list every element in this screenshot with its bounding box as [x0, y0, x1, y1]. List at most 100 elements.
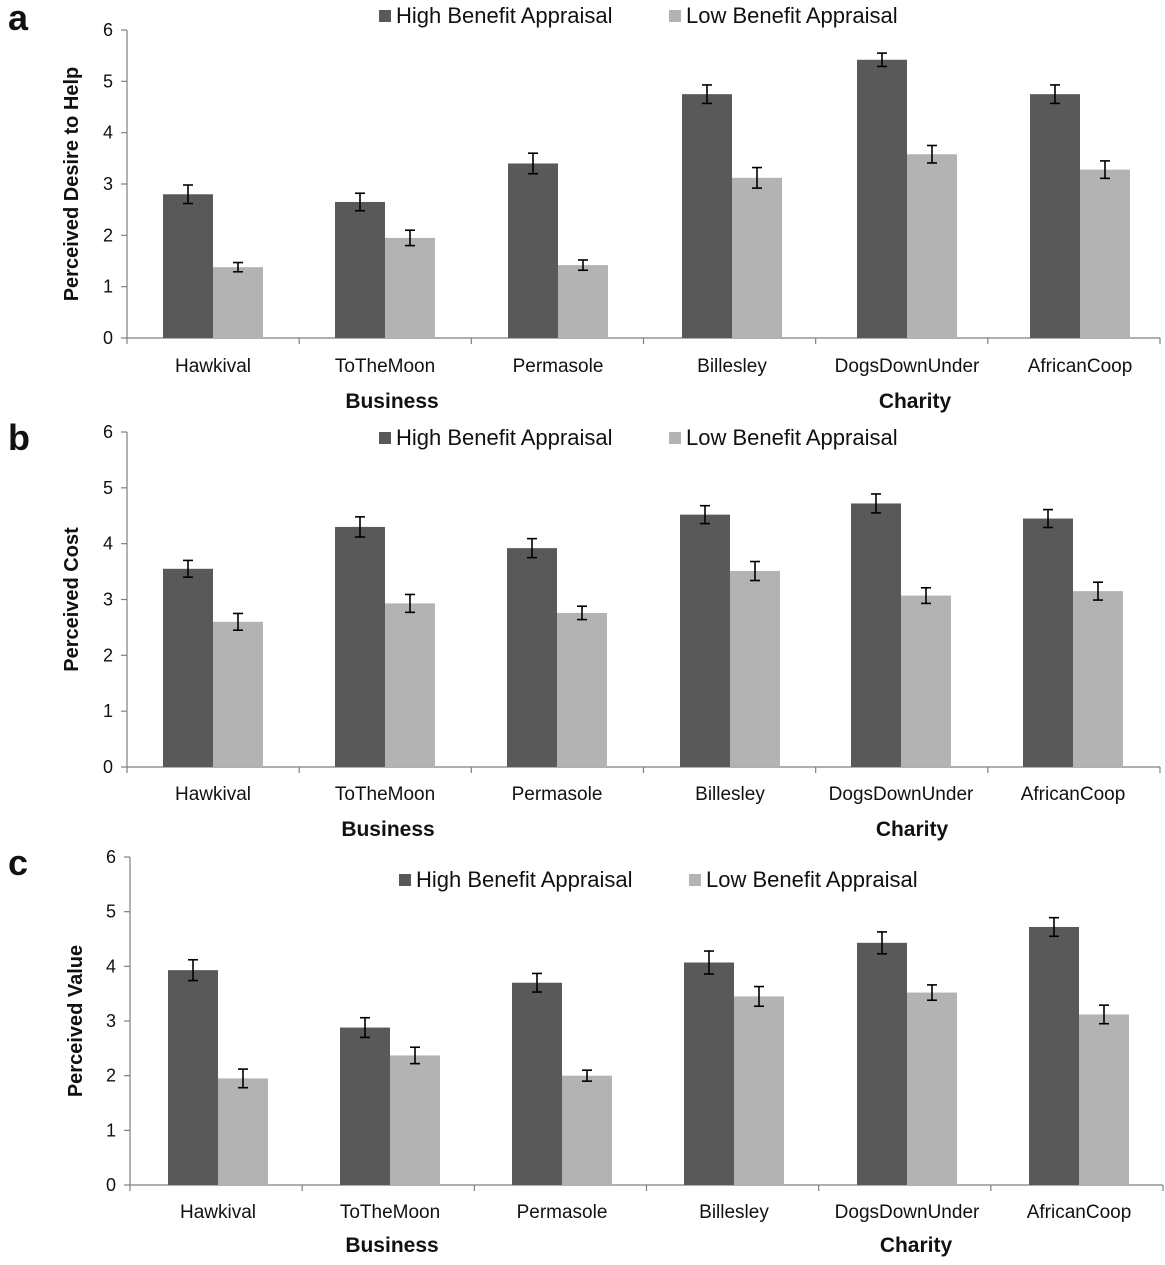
y-tick-label: 0	[103, 757, 113, 777]
bar-high-AfricanCoop	[1029, 926, 1079, 1185]
chart-panel-b: b 0 1 2 3 4 5 6 Perceived Cost Hawkival ToTheMoon P…	[8, 417, 1161, 841]
category-label: Permasole	[513, 356, 604, 377]
y-axis-label: Perceived Cost	[61, 527, 83, 672]
legend-swatch-high	[399, 874, 411, 886]
bar-low-ToTheMoon	[385, 603, 435, 767]
legend: High Benefit Appraisal Low Benefit Apprai…	[399, 867, 918, 892]
bar-low-AfricanCoop	[1079, 1014, 1129, 1185]
category-label: Billesley	[697, 356, 767, 377]
y-tick-label: 2	[106, 1066, 116, 1086]
bar-low-DogsDownUnder	[901, 595, 951, 767]
legend: High Benefit Appraisal Low Benefit Apprai…	[379, 425, 898, 450]
group-label-charity: Charity	[879, 390, 952, 413]
y-tick-label: 5	[103, 478, 113, 498]
bar-high-ToTheMoon	[335, 201, 385, 338]
bar-low-Permasole	[558, 265, 608, 338]
legend-label-low: Low Benefit Appraisal	[686, 3, 898, 28]
y-tick-label: 2	[103, 645, 113, 665]
legend-swatch-low	[689, 874, 701, 886]
legend: High Benefit Appraisal Low Benefit Apprai…	[379, 3, 898, 28]
bar-high-Billesley	[680, 514, 730, 767]
bar-high-AfricanCoop	[1023, 518, 1073, 767]
bar-low-Permasole	[562, 1075, 612, 1185]
y-axis-label: Perceived Desire to Help	[61, 67, 83, 302]
bar-low-Hawkival	[213, 621, 263, 767]
category-label: Permasole	[512, 784, 603, 805]
category-label: DogsDownUnder	[829, 784, 974, 805]
bar-low-DogsDownUnder	[907, 992, 957, 1185]
y-tick-label: 5	[106, 902, 116, 922]
category-label: AfricanCoop	[1027, 1202, 1132, 1223]
y-tick-label: 1	[103, 701, 113, 721]
legend-label-high: High Benefit Appraisal	[396, 3, 612, 28]
bar-high-Hawkival	[163, 194, 213, 338]
y-tick-label: 3	[103, 590, 113, 610]
bar-high-Permasole	[508, 163, 558, 338]
category-label: AfricanCoop	[1028, 356, 1133, 377]
y-tick-label: 4	[106, 956, 116, 976]
bar-high-Hawkival	[163, 568, 213, 767]
bar-high-Billesley	[684, 962, 734, 1185]
category-label: DogsDownUnder	[835, 356, 980, 377]
y-tick-label: 0	[103, 328, 113, 348]
bar-low-Hawkival	[218, 1078, 268, 1185]
bar-high-AfricanCoop	[1030, 94, 1080, 339]
panel-label: a	[8, 0, 29, 38]
category-label: Billesley	[699, 1202, 769, 1223]
group-label-business: Business	[345, 390, 438, 413]
legend-label-high: High Benefit Appraisal	[396, 425, 612, 450]
category-label: Hawkival	[175, 356, 251, 377]
bar-low-AfricanCoop	[1080, 169, 1130, 338]
y-tick-label: 6	[106, 847, 116, 867]
category-label: ToTheMoon	[335, 356, 435, 377]
y-tick-label: 6	[103, 20, 113, 40]
legend-swatch-high	[379, 432, 391, 444]
category-label: Hawkival	[180, 1202, 256, 1223]
y-tick-label: 4	[103, 534, 113, 554]
legend-label-high: High Benefit Appraisal	[416, 867, 632, 892]
y-tick-label: 1	[106, 1120, 116, 1140]
bar-high-Permasole	[512, 982, 562, 1185]
bar-low-Billesley	[734, 996, 784, 1185]
group-label-charity: Charity	[880, 1234, 953, 1257]
y-tick-label: 3	[103, 174, 113, 194]
legend-swatch-low	[669, 10, 681, 22]
bar-high-Billesley	[682, 94, 732, 339]
bar-high-ToTheMoon	[340, 1027, 390, 1185]
group-label-business: Business	[345, 1234, 438, 1257]
bar-high-Permasole	[507, 548, 557, 767]
y-tick-label: 3	[106, 1011, 116, 1031]
bar-high-DogsDownUnder	[851, 503, 901, 767]
bar-low-Permasole	[557, 612, 607, 767]
panel-label: c	[8, 842, 28, 883]
bar-high-Hawkival	[168, 970, 218, 1185]
legend-label-low: Low Benefit Appraisal	[706, 867, 918, 892]
group-label-business: Business	[341, 818, 434, 841]
bar-low-AfricanCoop	[1073, 591, 1123, 767]
bar-low-ToTheMoon	[390, 1055, 440, 1185]
bar-low-Hawkival	[213, 267, 263, 338]
y-tick-label: 1	[103, 277, 113, 297]
y-tick-label: 5	[103, 71, 113, 91]
bar-high-DogsDownUnder	[857, 942, 907, 1185]
bar-low-DogsDownUnder	[907, 154, 957, 338]
legend-swatch-low	[669, 432, 681, 444]
chart-panel-a: a 0 1 2 3 4 5 6 Perceived Desire to Help Hawkival…	[8, 0, 1161, 413]
panel-label: b	[8, 417, 30, 458]
category-label: Billesley	[695, 784, 765, 805]
category-label: ToTheMoon	[335, 784, 435, 805]
legend-label-low: Low Benefit Appraisal	[686, 425, 898, 450]
bar-low-Billesley	[732, 177, 782, 338]
category-label: Hawkival	[175, 784, 251, 805]
category-label: AfricanCoop	[1021, 784, 1126, 805]
bar-low-Billesley	[730, 571, 780, 767]
bar-high-ToTheMoon	[335, 526, 385, 767]
chart-panel-c: c 0 1 2 3 4 5 6 Perceived Value Hawkival ToTheMoon…	[8, 842, 1164, 1257]
bar-low-ToTheMoon	[385, 237, 435, 338]
y-tick-label: 2	[103, 225, 113, 245]
y-tick-label: 0	[106, 1175, 116, 1195]
category-label: ToTheMoon	[340, 1202, 440, 1223]
y-tick-label: 6	[103, 422, 113, 442]
legend-swatch-high	[379, 10, 391, 22]
